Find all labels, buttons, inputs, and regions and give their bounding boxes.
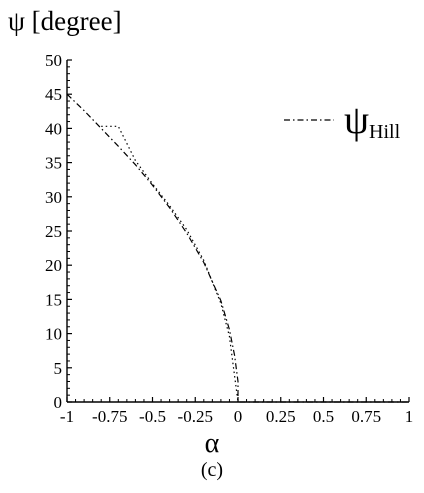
y-tick-label: 0	[54, 393, 63, 412]
series-line-1	[66, 93, 409, 403]
x-tick-label: 0	[234, 407, 243, 426]
x-tick-label: -0.25	[178, 407, 213, 426]
y-tick-label: 20	[45, 256, 62, 275]
series-line-2	[101, 125, 239, 403]
y-tick-label: 5	[54, 359, 63, 378]
x-tick-label: -1	[60, 407, 74, 426]
legend-symbol: ψ	[344, 97, 370, 142]
y-tick-label: 45	[45, 85, 62, 104]
x-tick-label: 0.5	[313, 407, 334, 426]
y-tick-label: 15	[45, 290, 62, 309]
x-tick-label: -0.5	[139, 407, 166, 426]
x-axis-label: α	[204, 428, 220, 459]
x-tick-label: 0.75	[351, 407, 381, 426]
x-tick-label: 1	[405, 407, 414, 426]
x-tick-label: 0.25	[266, 407, 296, 426]
y-tick-label: 40	[45, 119, 62, 138]
y-tick-label: 25	[45, 222, 62, 241]
x-tick-label: -0.75	[92, 407, 127, 426]
y-tick-label: 35	[45, 154, 62, 173]
axes: 0 5 10 15 20 25 30 35 40 45 50 -1 -0.75 -0.5 -0.25 0 0.2…	[45, 51, 413, 426]
y-axis-label: ψ [degree]	[8, 6, 122, 36]
y-tick-label: 30	[45, 188, 62, 207]
series-lines	[66, 93, 409, 403]
legend-line-sample	[284, 119, 334, 121]
legend-subscript: Hill	[369, 120, 401, 143]
figure-caption: (c)	[200, 459, 224, 481]
y-tick-label: 10	[45, 325, 62, 344]
y-tick-label: 50	[45, 51, 62, 70]
legend: ψ Hill	[284, 97, 400, 143]
